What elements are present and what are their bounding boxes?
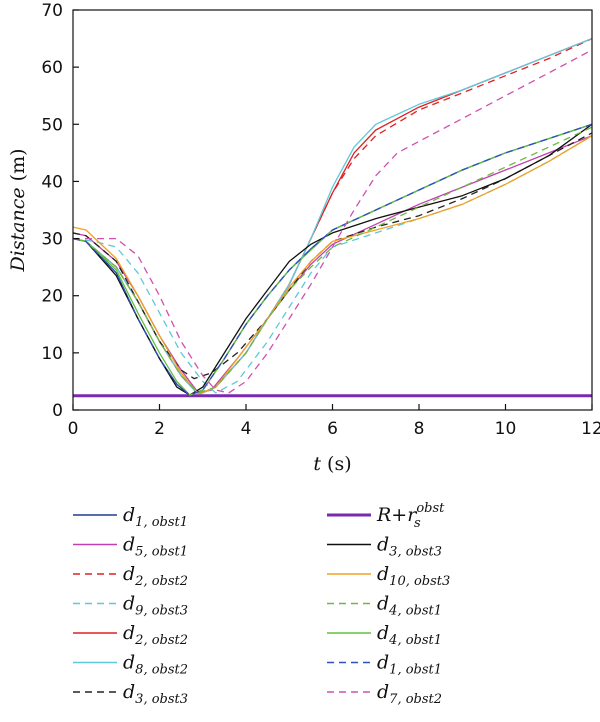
- series-line-5: [73, 37, 592, 396]
- legend-label: R+robst s: [376, 501, 445, 531]
- legend-item: d1, obst1: [73, 504, 188, 530]
- x-tick-label: 8: [414, 419, 425, 439]
- legend-item: d5, obst1: [73, 534, 188, 560]
- legend-label: d2, obst2: [123, 622, 188, 648]
- legend-item: d7, obst2: [327, 681, 442, 707]
- y-tick-label: 70: [41, 1, 63, 21]
- legend-label: d3, obst3: [377, 534, 442, 560]
- series-line-3: [73, 135, 592, 394]
- legend-label: d3, obst3: [123, 681, 188, 707]
- x-axis-label: t (s): [313, 453, 351, 475]
- legend-label: d4, obst1: [377, 593, 442, 619]
- series-line-13: [73, 49, 592, 394]
- legend-item: d3, obst3: [327, 534, 442, 560]
- x-tick-label: 2: [154, 419, 165, 439]
- legend-label: d1, obst1: [123, 504, 188, 530]
- legend-item: d4, obst1: [327, 622, 442, 648]
- axes-layer: 0 2 4 6 8 10 12 0 10 20 30 40 50 60 70 t (s) Distance (m…: [7, 1, 600, 475]
- legend-item: d2, obst2: [73, 622, 188, 648]
- series-line-0: [73, 123, 592, 396]
- y-tick-label: 50: [41, 115, 63, 135]
- legend-item: d3, obst3: [73, 681, 188, 707]
- series-line-11: [73, 123, 592, 396]
- legend-label: d7, obst2: [377, 681, 442, 707]
- legend-label: d5, obst1: [123, 534, 188, 560]
- legend-item: d1, obst1: [327, 652, 442, 678]
- y-tick-label: 60: [41, 58, 63, 78]
- series-line-8: [73, 123, 592, 396]
- legend-item: d2, obst2: [73, 563, 188, 589]
- x-tick-label: 10: [495, 419, 517, 439]
- y-tick-label: 40: [41, 172, 63, 192]
- x-tick-label: 6: [327, 419, 338, 439]
- series-line-9: [73, 135, 592, 395]
- y-tick-label: 30: [41, 230, 63, 250]
- legend-item: R+robst s: [327, 501, 445, 531]
- y-axis-label: Distance (m): [7, 148, 29, 272]
- legend-label: d2, obst2: [123, 563, 188, 589]
- legend-label: d8, obst2: [123, 652, 188, 678]
- x-tick-label: 12: [581, 419, 600, 439]
- legend: d1, obst1 R+robst s d5, obst1 d3, obst3 d2, o…: [73, 501, 450, 707]
- legend-item: d9, obst3: [73, 593, 188, 619]
- y-tick-label: 0: [52, 401, 63, 421]
- series-line-12: [73, 123, 592, 396]
- x-tick-label: 0: [68, 419, 79, 439]
- legend-label: d9, obst3: [123, 593, 188, 619]
- legend-label: d1, obst1: [377, 652, 442, 678]
- legend-item: d10, obst3: [327, 563, 450, 589]
- y-tick-label: 20: [41, 287, 63, 307]
- legend-label: d4, obst1: [377, 622, 442, 648]
- legend-item: d4, obst1: [327, 593, 442, 619]
- legend-item: d8, obst2: [73, 652, 188, 678]
- legend-label: d10, obst3: [377, 563, 450, 589]
- series-line-4: [73, 37, 592, 396]
- series-line-2: [73, 38, 592, 395]
- series-layer: [73, 37, 592, 398]
- x-tick-label: 4: [241, 419, 252, 439]
- y-tick-label: 10: [41, 344, 63, 364]
